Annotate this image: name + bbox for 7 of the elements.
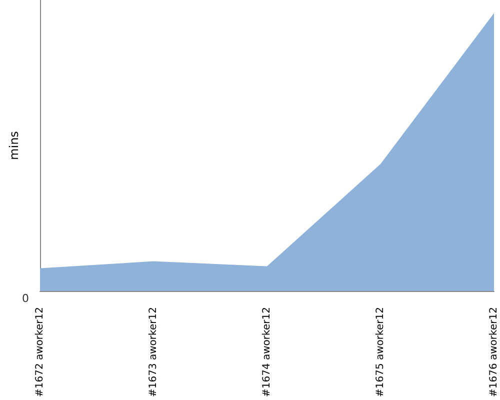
x-tick-label: #1672 aworker12 [34,307,46,398]
text: 0 [22,292,29,305]
x-tick-label: #1675 aworker12 [375,307,386,398]
x-tick-label: #1676 aworker12 [488,307,500,398]
x-tick-label: #1673 aworker12 [148,307,159,398]
y-axis-title: mins [7,131,21,160]
x-tick-label: #1674 aworker12 [262,307,272,398]
